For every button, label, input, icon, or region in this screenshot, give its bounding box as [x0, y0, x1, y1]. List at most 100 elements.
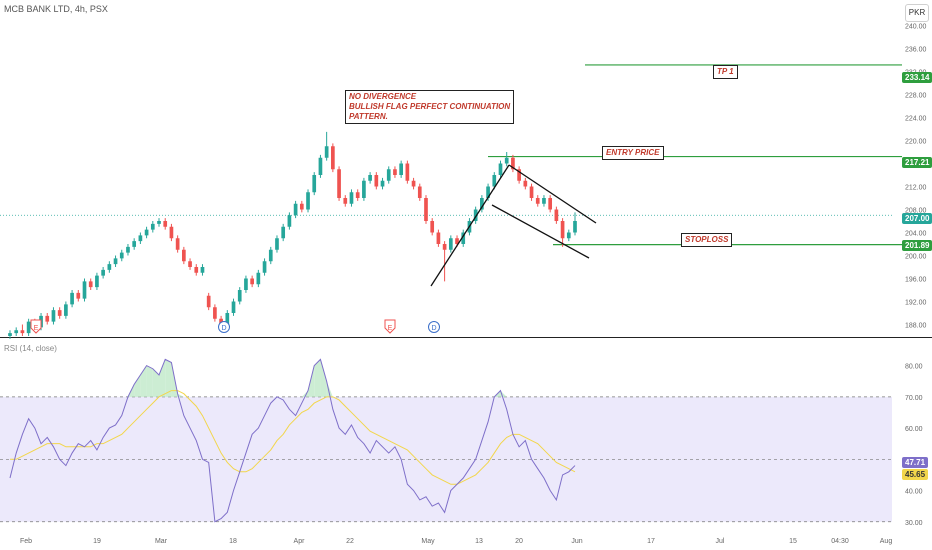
candle-body	[287, 215, 292, 227]
candle-body	[405, 163, 410, 181]
candle-body	[560, 221, 565, 239]
candle-body	[554, 209, 559, 221]
candle-body	[76, 292, 81, 299]
candle-body	[318, 157, 323, 175]
candle-body	[386, 169, 391, 181]
x-tick-label: 13	[475, 538, 483, 545]
candle-body	[293, 203, 298, 216]
rsi-overbought-fill	[152, 368, 160, 397]
candle-body	[324, 146, 329, 158]
rsi-overbought-fill	[301, 390, 309, 397]
candle-body	[88, 281, 93, 288]
x-tick-label: 15	[789, 538, 797, 545]
candle-body	[188, 261, 192, 267]
price-tick-label: 200.00	[905, 254, 927, 261]
rsi-value-tag: 47.71	[902, 457, 929, 468]
price-tick-label: 196.00	[905, 277, 927, 284]
candle-body	[430, 221, 435, 233]
stoploss-label: STOPLOSS	[681, 233, 733, 247]
candle-body	[95, 275, 99, 288]
candle-body	[244, 278, 248, 290]
candle-body	[132, 241, 137, 247]
candle-body	[14, 330, 19, 334]
price-tick-label: 208.00	[905, 208, 927, 215]
x-tick-label: 20	[515, 538, 523, 545]
candle-body	[237, 290, 242, 302]
candle-body	[126, 246, 130, 253]
tp-label: TP 1	[713, 65, 738, 79]
candle-body	[45, 315, 50, 322]
candle-body	[51, 310, 56, 322]
candle-body	[200, 267, 205, 273]
candle-body	[275, 238, 279, 250]
x-tick-label: Apr	[294, 538, 306, 545]
x-tick-label: 18	[229, 538, 237, 545]
candle-body	[517, 169, 521, 181]
candle-body	[399, 163, 403, 175]
entry-label: ENTRY PRICE	[602, 146, 664, 160]
event-marker-label: D	[221, 325, 226, 332]
candle-body	[411, 180, 416, 187]
flag-upper-line	[508, 164, 597, 224]
candle-body	[182, 249, 186, 262]
x-tick-label: Feb	[20, 538, 32, 545]
rsi-overbought-fill	[127, 384, 135, 397]
candle-body	[417, 186, 422, 198]
candle-body	[138, 235, 143, 242]
candle-body	[442, 244, 447, 250]
candle-body	[374, 175, 379, 187]
x-tick-label: 04:30	[831, 538, 849, 545]
candle-body	[455, 238, 459, 244]
entry-price-tag: 217.21	[902, 157, 932, 168]
x-tick-label: May	[421, 538, 435, 545]
candle-body	[523, 180, 528, 187]
candle-body	[225, 313, 230, 325]
earnings-marker	[384, 319, 396, 334]
candle-body	[82, 281, 87, 299]
candle-body	[107, 264, 112, 270]
rsi-overbought-fill	[320, 359, 327, 397]
candle-body	[535, 198, 540, 204]
rsi-indicator-title: RSI (14, close)	[4, 344, 57, 353]
candle-body	[26, 321, 31, 334]
note-line-3: PATTERN.	[349, 112, 388, 121]
candle-body	[169, 226, 174, 239]
note-box: NO DIVERGENCE BULLISH FLAG PERFECT CONTI…	[345, 90, 515, 124]
candle-body	[144, 229, 149, 236]
currency-button[interactable]: PKR	[905, 4, 929, 22]
candle-body	[8, 333, 12, 336]
rsi-overbought-fill	[177, 393, 184, 397]
candle-body	[529, 186, 534, 198]
candle-body	[473, 209, 478, 221]
candle-body	[480, 198, 484, 210]
rsi-ma-tag: 45.65	[902, 469, 929, 480]
candle-body	[498, 163, 503, 175]
rsi-overbought-fill	[314, 359, 321, 397]
candle-body	[337, 169, 341, 198]
rsi-overbought-fill	[134, 374, 141, 397]
candle-body	[250, 278, 254, 285]
candle-body	[349, 192, 354, 204]
candle-body	[306, 192, 310, 210]
candle-body	[542, 198, 546, 204]
candle-body	[219, 318, 223, 325]
x-tick-label: 17	[647, 538, 655, 545]
tp-price-tag: 233.14	[902, 72, 932, 83]
event-marker-label: E	[388, 325, 393, 332]
dividend-marker	[218, 321, 230, 333]
rsi-tick-label: 60.00	[905, 426, 923, 433]
candle-body	[424, 198, 428, 221]
candle-body	[57, 310, 62, 316]
event-marker-label: E	[34, 325, 39, 332]
candle-body	[511, 157, 515, 170]
candle-body	[573, 221, 577, 233]
candle-body	[150, 223, 155, 230]
candle-body	[331, 146, 335, 170]
candle-body	[268, 249, 273, 262]
rsi-tick-label: 40.00	[905, 489, 923, 496]
price-tick-label: 192.00	[905, 300, 927, 307]
candle-body	[486, 186, 490, 198]
candle-body	[175, 238, 180, 250]
rsi-line	[9, 358, 576, 523]
